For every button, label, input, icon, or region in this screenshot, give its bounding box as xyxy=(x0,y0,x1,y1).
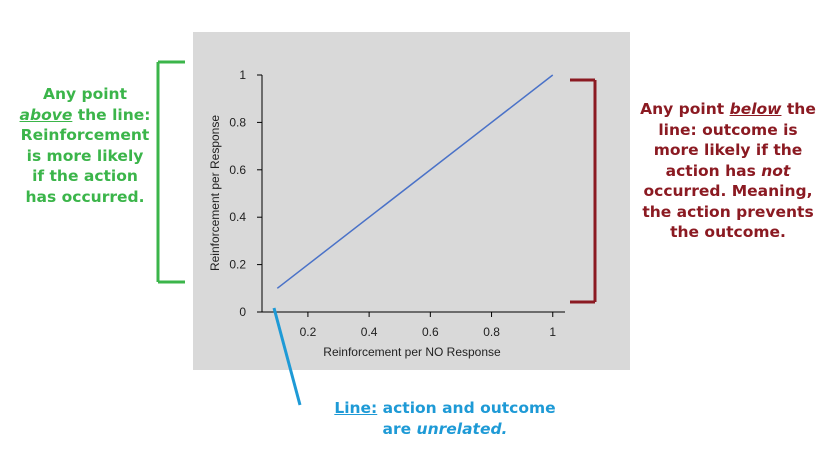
note-text: action and outcome xyxy=(377,399,556,417)
red-bracket xyxy=(570,78,597,304)
note-line: if the action xyxy=(10,166,160,187)
note-text: are xyxy=(382,419,417,438)
note-text: the line: xyxy=(72,105,151,124)
y-axis-label: Reinforcement per Response xyxy=(208,115,222,271)
below-note: Any point below the line: outcome is mor… xyxy=(628,99,828,243)
line-note: Line: action and outcome are unrelated. xyxy=(310,398,580,439)
note-text: Any point xyxy=(42,85,128,103)
green-bracket xyxy=(156,60,185,284)
note-text: Any point xyxy=(640,100,730,118)
note-line: Any point xyxy=(10,84,160,105)
note-text: the outcome. xyxy=(670,223,786,241)
note-text: Reinforcement xyxy=(20,126,150,144)
note-text: is more likely xyxy=(26,146,144,165)
note-line: the action prevents xyxy=(628,202,828,223)
note-line: Any point below the xyxy=(628,99,828,120)
y-tick-label: 0.2 xyxy=(229,258,246,272)
note-line: more likely if the xyxy=(628,140,828,161)
y-tick-label: 0.4 xyxy=(229,210,246,224)
chart-background xyxy=(193,32,630,370)
note-text: below xyxy=(729,100,782,118)
note-line: Line: action and outcome xyxy=(310,398,580,419)
above-note: Any point above the line: Reinforcement … xyxy=(10,84,160,207)
note-line: occurred. Meaning, xyxy=(628,181,828,202)
pointer-line xyxy=(272,307,302,406)
note-line: line: outcome is xyxy=(628,120,828,141)
data-line xyxy=(276,74,554,289)
y-tick-label: 1 xyxy=(239,68,246,82)
y-tick-label: 0 xyxy=(239,305,246,319)
note-text: if the action xyxy=(32,167,138,185)
note-line: has occurred. xyxy=(10,187,160,208)
note-line: action has not xyxy=(628,161,828,182)
note-text: unrelated. xyxy=(416,419,508,438)
y-tick-label: 0.6 xyxy=(229,163,246,177)
note-line: Reinforcement xyxy=(10,125,160,146)
note-text: not xyxy=(761,161,791,180)
note-text: has occurred. xyxy=(25,187,145,206)
note-text: Line: xyxy=(334,399,378,417)
note-text: more likely if the xyxy=(653,141,803,159)
x-tick-label: 1 xyxy=(549,325,556,339)
note-text: line: outcome is xyxy=(658,120,798,139)
note-line: the outcome. xyxy=(628,222,828,243)
x-tick-label: 0.2 xyxy=(300,325,317,339)
note-text: above xyxy=(19,105,73,124)
note-line: above the line: xyxy=(10,105,160,126)
note-line: are unrelated. xyxy=(310,419,580,440)
x-tick-label: 0.8 xyxy=(483,325,500,339)
note-text: occurred. Meaning, xyxy=(643,182,813,200)
x-axis-label: Reinforcement per NO Response xyxy=(323,345,501,359)
x-tick-label: 0.6 xyxy=(422,325,439,339)
y-tick-label: 0.8 xyxy=(229,115,246,129)
note-line: is more likely xyxy=(10,146,160,167)
note-text: the action prevents xyxy=(642,202,814,221)
note-text: the xyxy=(781,100,816,118)
x-tick-label: 0.4 xyxy=(361,325,378,339)
note-text: action has xyxy=(665,161,762,180)
